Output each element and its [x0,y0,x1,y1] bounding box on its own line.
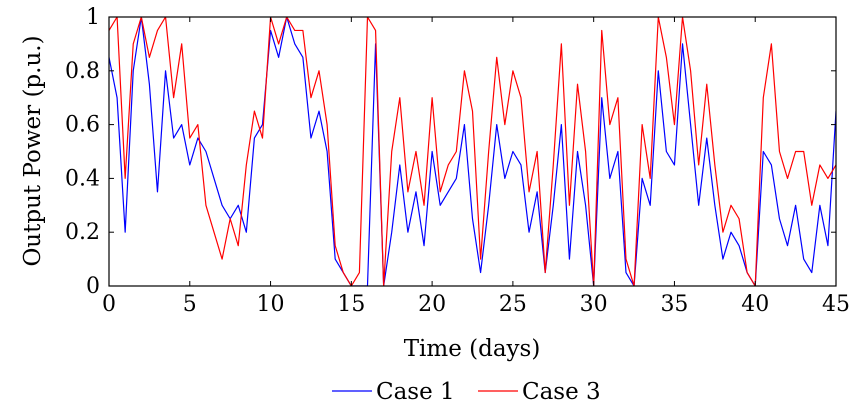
x-tick-label: 10 [257,292,285,317]
y-axis-label: Output Power (p.u.) [20,35,46,266]
x-tick-label: 45 [822,292,850,317]
legend-label-case-3: Case 3 [522,379,601,405]
plot-frame [108,16,837,287]
x-tick-label: 40 [741,292,769,317]
series-line-case-3 [109,17,836,286]
x-tick-label: 25 [499,292,527,317]
y-tick-label: 0.4 [65,166,100,191]
x-tick-label: 35 [660,292,688,317]
y-tick-label: 0.2 [65,220,100,245]
y-tick-label: 0 [86,274,100,299]
x-axis-label: Time (days) [404,336,541,362]
y-tick-label: 1 [86,5,100,30]
x-tick-label: 20 [418,292,446,317]
y-tick-label: 0.8 [65,59,100,84]
x-tick-label: 0 [102,292,116,317]
x-tick-label: 15 [337,292,365,317]
x-tick-label: 5 [183,292,197,317]
legend: Case 1 Case 3 [332,379,601,405]
y-axis-ticks: 0 0.2 0.4 0.6 0.8 1 [65,5,836,299]
plot-area [109,17,836,286]
x-tick-label: 30 [580,292,608,317]
legend-label-case-1: Case 1 [376,379,455,405]
x-axis-ticks: 0 5 10 15 20 25 30 35 40 45 [102,17,850,317]
y-tick-label: 0.6 [65,113,100,138]
